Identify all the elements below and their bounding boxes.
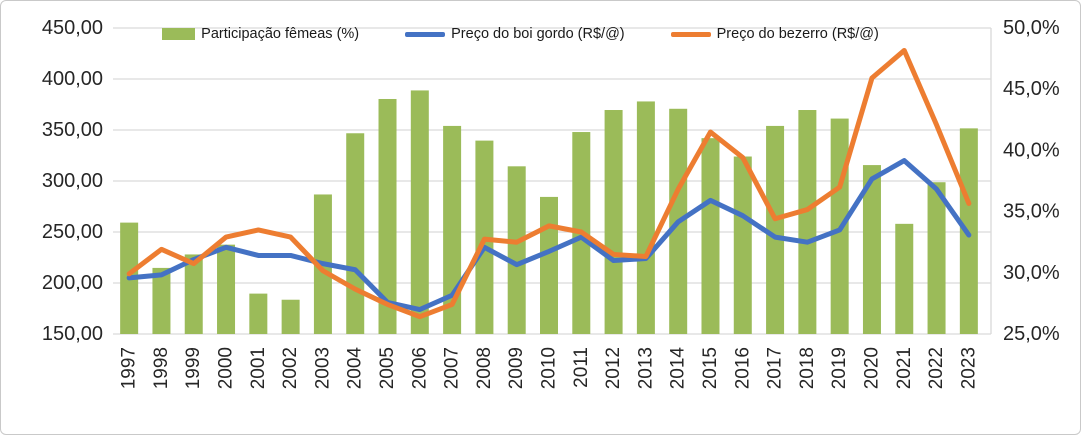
bar-1999 [184, 254, 203, 334]
x-axis-tick-label-2003: 2003 [312, 347, 333, 389]
x-axis-tick-label-2019: 2019 [829, 347, 850, 389]
bar-2004 [346, 133, 365, 334]
x-axis-tick-label-2001: 2001 [248, 347, 269, 389]
left-axis-tick-label: 450,00 [42, 17, 103, 39]
right-axis-tick-label: 50,0% [1003, 17, 1060, 39]
bar-2007 [443, 125, 462, 334]
x-axis-tick-label-2017: 2017 [765, 347, 786, 389]
bar-2015 [701, 138, 720, 334]
right-axis-tick-label: 25,0% [1003, 323, 1060, 345]
x-axis-tick-label-2020: 2020 [861, 347, 882, 389]
right-axis-tick-label: 40,0% [1003, 139, 1060, 161]
left-axis-tick-label: 200,00 [42, 272, 103, 294]
x-axis-tick-label-2005: 2005 [377, 347, 398, 389]
x-axis-tick-label-2000: 2000 [216, 347, 237, 389]
bar-2005 [378, 98, 397, 334]
legend-label-participacao-femeas: Participação fêmeas (%) [201, 26, 360, 42]
legend-label-boi-gordo: Preço do boi gordo (R$/@) [451, 26, 625, 42]
legend-item-boi-gordo: Preço do boi gordo (R$/@) [405, 26, 625, 42]
bar-2017 [766, 125, 785, 334]
chart-legend: Participação fêmeas (%) Preço do boi gor… [0, 26, 1041, 42]
x-axis-tick-label-2013: 2013 [635, 347, 656, 389]
bar-2010 [540, 196, 558, 334]
x-axis-tick-label-2008: 2008 [474, 347, 495, 389]
x-axis-tick-label-2006: 2006 [409, 347, 430, 389]
line-series-swatch-icon [405, 31, 446, 37]
x-axis-tick-label-1998: 1998 [151, 347, 172, 389]
right-axis-tick-label: 35,0% [1003, 201, 1060, 223]
bar-2020 [862, 165, 881, 334]
x-axis-tick-label-2002: 2002 [280, 347, 301, 389]
bar-2018 [798, 110, 817, 335]
x-axis-tick-label-2023: 2023 [958, 347, 979, 389]
right-axis-tick-label: 30,0% [1003, 262, 1060, 284]
x-axis-tick-label-2012: 2012 [603, 347, 624, 389]
line-series-swatch-icon [670, 31, 711, 37]
x-axis-tick-label-1997: 1997 [119, 347, 140, 389]
bar-2022 [927, 182, 946, 334]
bar-2021 [895, 223, 914, 334]
x-axis-tick-label-2014: 2014 [668, 347, 689, 390]
left-axis-tick-label: 350,00 [42, 119, 103, 141]
x-axis-tick-label-2021: 2021 [894, 347, 915, 389]
left-axis-tick-label: 150,00 [42, 323, 103, 345]
line-bezerro [126, 47, 972, 320]
bar-1998 [152, 267, 171, 334]
bar-2002 [281, 299, 300, 334]
x-axis-tick-label-2010: 2010 [539, 347, 560, 389]
x-axis-tick-label-2007: 2007 [442, 347, 463, 389]
legend-item-bezerro: Preço do bezerro (R$/@) [670, 26, 879, 42]
left-axis-tick-label: 400,00 [42, 68, 103, 90]
bar-2013 [636, 101, 655, 334]
x-axis-tick-label-2011: 2011 [571, 347, 592, 388]
bar-2001 [249, 293, 268, 334]
left-axis-tick-label: 250,00 [42, 221, 103, 243]
x-axis-tick-label-2016: 2016 [732, 347, 753, 389]
right-axis-tick-label: 45,0% [1003, 78, 1060, 100]
x-axis-tick-label-2004: 2004 [345, 347, 366, 390]
x-axis-tick-label-2018: 2018 [797, 347, 818, 389]
legend-label-bezerro: Preço do bezerro (R$/@) [716, 26, 879, 42]
left-axis-tick-label: 300,00 [42, 170, 103, 192]
bar-2016 [733, 156, 752, 334]
bar-2012 [604, 110, 623, 335]
bar-2000 [217, 244, 236, 334]
x-axis-tick-label-2022: 2022 [926, 347, 947, 389]
x-axis-tick-label-2015: 2015 [700, 347, 721, 389]
bar-2009 [507, 166, 526, 334]
bar-series-swatch-icon [162, 28, 196, 40]
legend-item-participacao-femeas: Participação fêmeas (%) [162, 26, 359, 42]
x-axis-tick-label-2009: 2009 [506, 347, 527, 389]
line-boi-gordo [126, 158, 972, 313]
x-axis-tick-label-1999: 1999 [183, 347, 204, 389]
bar-2006 [410, 90, 429, 334]
